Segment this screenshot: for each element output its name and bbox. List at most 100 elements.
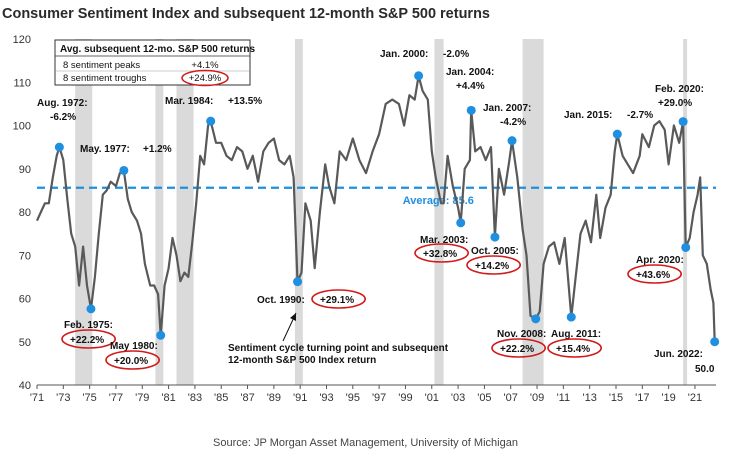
- x-tick-label: '77: [109, 392, 123, 404]
- marker-return-label: +32.8%: [423, 249, 457, 260]
- source-note: Source: JP Morgan Asset Management, Univ…: [213, 437, 518, 449]
- marker-point: [490, 232, 500, 242]
- marker-point: [119, 165, 129, 175]
- x-tick-label: '17: [635, 392, 649, 404]
- x-tick-label: '97: [372, 392, 386, 404]
- x-tick-label: '21: [688, 392, 702, 404]
- marker-return-label: 50.0: [695, 364, 715, 375]
- annotations-group: Aug. 1972: -6.2% Feb. 1975: +22.2% May. 1977…: [37, 49, 715, 375]
- x-tick-label: '93: [319, 392, 333, 404]
- recession-bands: [75, 39, 688, 385]
- marker-point: [156, 330, 166, 340]
- marker-point: [681, 242, 691, 252]
- x-tick-label: '05: [477, 392, 491, 404]
- marker-date-label: Mar. 2003:: [420, 235, 468, 246]
- marker-date-label: Jan. 2007:: [483, 103, 531, 114]
- marker-point: [531, 314, 541, 324]
- marker-date-label: Apr. 2020:: [636, 255, 684, 266]
- marker-point: [507, 136, 517, 146]
- x-tick-label: '99: [398, 392, 412, 404]
- marker-return-label: +29.1%: [320, 295, 354, 306]
- x-tick-label: '73: [56, 392, 70, 404]
- y-tick-label: 50: [19, 337, 31, 349]
- x-tick-label: '75: [82, 392, 96, 404]
- marker-return-label: +14.2%: [475, 261, 509, 272]
- y-tick-label: 110: [13, 77, 31, 89]
- x-tick-label: '15: [609, 392, 623, 404]
- marker-return-label: -2.7%: [627, 110, 653, 121]
- marker-return-label: -6.2%: [50, 112, 76, 123]
- highlight-circle: [61, 329, 117, 349]
- x-tick-label: '89: [267, 392, 281, 404]
- table-row-label: 8 sentiment peaks: [63, 60, 140, 71]
- y-axis: 40 50 60 70 80 90 100 110 120: [13, 34, 31, 392]
- marker-date-label: May 1980:: [110, 341, 158, 352]
- marker-point: [86, 304, 96, 314]
- recession-band-2: [176, 39, 194, 385]
- highlight-circle: [311, 289, 367, 309]
- marker-date-label: Jan. 2004:: [446, 67, 494, 78]
- marker-point: [456, 218, 466, 228]
- callout-line-1: Sentiment cycle turning point and subseq…: [228, 343, 449, 354]
- highlight-circle: [547, 338, 603, 358]
- marker-point: [466, 105, 476, 115]
- recession-band-1: [155, 39, 164, 385]
- x-tick-label: '07: [504, 392, 518, 404]
- highlight-circle: [491, 338, 546, 358]
- highlight-circle: [414, 243, 470, 263]
- y-tick-label: 90: [19, 164, 31, 176]
- y-tick-label: 80: [19, 207, 31, 219]
- x-axis: '71 '73 '75 '77 '79 '81 '83 '85 '87 '89 '91 '93 '95 '…: [30, 384, 716, 404]
- marker-return-label: +22.2%: [70, 335, 104, 346]
- series-group: [35, 74, 716, 342]
- marker-return-label: +20.0%: [114, 356, 148, 367]
- recession-band-0: [75, 39, 93, 385]
- sentiment-line: [35, 74, 716, 342]
- callout-arrowhead: [290, 313, 296, 321]
- marker-point: [612, 129, 622, 139]
- marker-date-label: Mar. 1984:: [165, 96, 213, 107]
- marker-date-label: Aug. 1972:: [37, 98, 88, 109]
- marker-date-label: Oct. 2005:: [471, 246, 519, 257]
- table-row-label: 8 sentiment troughs: [63, 73, 147, 84]
- table-header: Avg. subsequent 12-mo. S&P 500 returns: [60, 44, 255, 55]
- highlight-circle: [105, 350, 161, 370]
- marker-date-label: Feb. 2020:: [655, 84, 704, 95]
- marker-return-label: -2.0%: [443, 49, 469, 60]
- marker-return-label: +29.0%: [658, 98, 692, 109]
- callout-text: Sentiment cycle turning point and subseq…: [228, 343, 449, 366]
- recession-band-5: [522, 39, 544, 385]
- marker-date-label: Jan. 2000:: [380, 49, 428, 60]
- marker-point: [566, 312, 576, 322]
- marker-date-label: Oct. 1990:: [257, 295, 305, 306]
- marker-point: [414, 71, 424, 81]
- chart-title: Consumer Sentiment Index and subsequent …: [2, 6, 491, 22]
- highlight-circle: [466, 255, 522, 275]
- marker-point: [54, 142, 64, 152]
- marker-return-label: -4.2%: [500, 117, 526, 128]
- marker-point: [710, 337, 720, 347]
- highlight-circle: [627, 264, 683, 284]
- marker-return-label: +15.4%: [556, 344, 590, 355]
- x-tick-label: '71: [30, 392, 44, 404]
- returns-table: Avg. subsequent 12-mo. S&P 500 returns 8 …: [54, 39, 255, 87]
- markers-group: [54, 71, 720, 347]
- marker-date-label: May. 1977:: [80, 144, 130, 155]
- y-tick-label: 100: [13, 121, 31, 133]
- marker-return-label: +13.5%: [228, 96, 262, 107]
- highlight-circle: [181, 69, 229, 87]
- marker-point: [678, 117, 688, 127]
- x-tick-label: '11: [557, 392, 571, 404]
- x-tick-label: '19: [661, 392, 675, 404]
- marker-return-label: +1.2%: [143, 144, 172, 155]
- y-tick-label: 60: [19, 294, 31, 306]
- x-tick-label: '09: [530, 392, 544, 404]
- x-tick-label: '13: [583, 392, 597, 404]
- table-border: [54, 39, 251, 86]
- callout-line-2: 12-month S&P 500 Index return: [228, 355, 376, 366]
- marker-date-label: Jun. 2022:: [654, 349, 703, 360]
- marker-return-label: +43.6%: [636, 270, 670, 281]
- marker-date-label: Feb. 1975:: [64, 320, 113, 331]
- marker-return-label: +22.2%: [500, 344, 534, 355]
